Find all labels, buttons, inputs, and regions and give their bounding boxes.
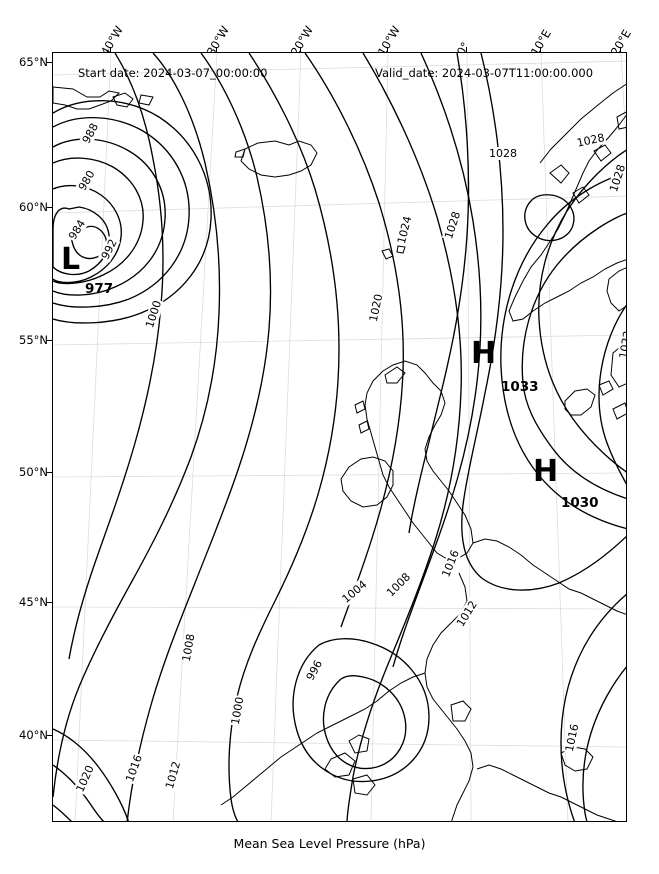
map-svg: [53, 53, 626, 821]
lon-tick-3: [387, 47, 388, 52]
lon-tick-6: [620, 47, 621, 52]
lon-tick-2: [300, 47, 301, 52]
high-centre-value-2: 1030: [561, 495, 599, 511]
isobars: [53, 53, 626, 821]
lon-tick-1: [216, 47, 217, 52]
lat-label-3: 50°N: [19, 465, 48, 479]
low-centre-letter: L: [61, 242, 81, 277]
map-plot-area: 988 980 984 992 1000 1028 1028 1028 1024 1028 1020…: [52, 52, 627, 822]
lon-tick-5: [540, 47, 541, 52]
lat-tick-3: [47, 472, 52, 473]
lat-tick-2: [47, 340, 52, 341]
lat-tick-5: [47, 735, 52, 736]
high-centre-value-1: 1033: [501, 379, 539, 395]
high-centre-letter-2: H: [533, 454, 559, 489]
lat-label-2: 55°N: [19, 333, 48, 347]
lat-label-5: 40°N: [19, 728, 48, 742]
graticule: [53, 53, 626, 821]
lat-tick-4: [47, 602, 52, 603]
coastlines: [53, 83, 626, 821]
lat-label-1: 60°N: [19, 200, 48, 214]
lon-tick-4: [466, 47, 467, 52]
start-date-text: Start date: 2024-03-07_00:00:00: [78, 66, 268, 80]
lat-tick-1: [47, 207, 52, 208]
lat-tick-0: [47, 62, 52, 63]
high-centre-letter-1: H: [471, 336, 497, 371]
contour-label-5: 1028: [488, 147, 518, 160]
chart-caption: Mean Sea Level Pressure (hPa): [233, 836, 426, 851]
valid-date-text: Valid_date: 2024-03-07T11:00:00.000: [375, 66, 594, 80]
lat-label-4: 45°N: [19, 595, 48, 609]
lon-tick-0: [110, 47, 111, 52]
lat-label-0: 65°N: [19, 55, 48, 69]
low-centre-value: 977: [85, 281, 114, 297]
